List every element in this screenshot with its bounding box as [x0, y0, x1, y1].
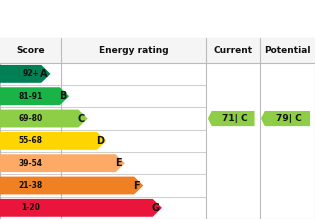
Bar	[0, 38, 315, 63]
Text: G: G	[152, 203, 159, 213]
Text: Energy Efficiency Rating: Energy Efficiency Rating	[8, 13, 191, 26]
Text: 92+: 92+	[22, 69, 39, 78]
Text: Score: Score	[16, 46, 45, 55]
Text: B: B	[59, 91, 66, 101]
Text: 79| C: 79| C	[276, 114, 302, 123]
Polygon shape	[0, 87, 69, 105]
Text: Energy rating: Energy rating	[99, 46, 169, 55]
Text: Current: Current	[214, 46, 253, 55]
Polygon shape	[0, 110, 88, 127]
Text: C: C	[77, 113, 85, 124]
Polygon shape	[0, 132, 106, 150]
Text: 39-54: 39-54	[19, 159, 43, 168]
Polygon shape	[208, 111, 255, 126]
Text: D: D	[96, 136, 104, 146]
Polygon shape	[261, 111, 310, 126]
Polygon shape	[0, 65, 50, 83]
Text: 21-38: 21-38	[19, 181, 43, 190]
Text: 81-91: 81-91	[19, 92, 43, 101]
Text: F: F	[134, 180, 140, 191]
Polygon shape	[0, 177, 143, 194]
Text: 71| C: 71| C	[222, 114, 248, 123]
Text: A: A	[40, 69, 48, 79]
Text: Potential: Potential	[264, 46, 311, 55]
Text: E: E	[115, 158, 122, 168]
Text: 1-20: 1-20	[21, 203, 40, 212]
Text: 69-80: 69-80	[19, 114, 43, 123]
Polygon shape	[0, 154, 125, 172]
Text: 55-68: 55-68	[19, 136, 43, 145]
Polygon shape	[0, 199, 162, 217]
